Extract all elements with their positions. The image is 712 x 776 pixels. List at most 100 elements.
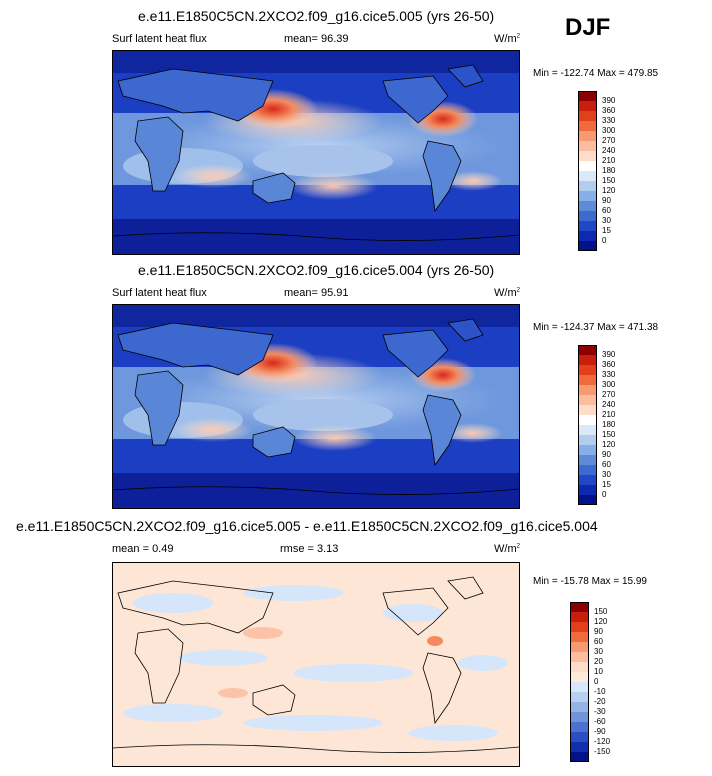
- colorbar-swatch: [570, 752, 589, 762]
- panel2-mean-value: 95.91: [321, 287, 349, 299]
- colorbar-swatch: [578, 485, 597, 495]
- panel2-max-value: 471.38: [627, 322, 659, 333]
- panel3-title: e.e11.E1850C5CN.2XCO2.f09_g16.cice5.005 …: [16, 518, 598, 534]
- panel1-min-value: -122.74: [560, 68, 595, 79]
- colorbar-label: 180: [602, 420, 616, 429]
- panel2-mean-label: mean=: [284, 287, 318, 299]
- panel3-mean-value: 0.49: [152, 543, 174, 555]
- panel1-variable-label: Surf latent heat flux: [112, 33, 207, 45]
- colorbar-swatch: [578, 181, 597, 191]
- colorbar-swatch: [578, 355, 597, 365]
- colorbar-label: 90: [594, 627, 603, 636]
- colorbar-swatch: [578, 131, 597, 141]
- colorbar-swatch: [578, 141, 597, 151]
- colorbar-swatch: [570, 642, 589, 652]
- colorbar-swatch: [578, 345, 597, 355]
- colorbar-swatch: [578, 91, 597, 101]
- panel3-max-value: 15.99: [621, 576, 647, 587]
- colorbar-swatch: [570, 652, 589, 662]
- panel3-min-value: -15.78: [560, 576, 589, 587]
- panel3-minmax: Min = -15.78 Max = 15.99: [533, 576, 647, 587]
- colorbar-swatch: [570, 622, 589, 632]
- panel3-mean-label: mean =: [112, 543, 149, 555]
- colorbar-swatch: [578, 435, 597, 445]
- colorbar-swatch: [570, 602, 589, 612]
- colorbar-label: 330: [602, 116, 616, 125]
- colorbar-swatch: [578, 161, 597, 171]
- colorbar-swatch: [578, 151, 597, 161]
- colorbar-label: 240: [602, 400, 616, 409]
- panel2-minmax: Min = -124.37 Max = 471.38: [533, 322, 659, 333]
- colorbar-label: 90: [602, 450, 611, 459]
- colorbar-label: 120: [602, 440, 616, 449]
- colorbar-label: 60: [602, 460, 611, 469]
- colorbar-swatch: [570, 612, 589, 622]
- panel1-mean-label: mean=: [284, 33, 318, 45]
- panel3-rmse-value: 3.13: [317, 543, 339, 555]
- colorbar-label: 15: [602, 226, 611, 235]
- colorbar-swatch: [570, 742, 589, 752]
- colorbar-label: 240: [602, 146, 616, 155]
- colorbar-label: 60: [594, 637, 603, 646]
- colorbar-label: 10: [594, 667, 603, 676]
- colorbar-label: -20: [594, 697, 606, 706]
- colorbar-label: 360: [602, 360, 616, 369]
- colorbar-swatch: [570, 692, 589, 702]
- colorbar-label: 210: [602, 156, 616, 165]
- colorbar-swatch: [578, 385, 597, 395]
- colorbar-label: 210: [602, 410, 616, 419]
- colorbar-label: 15: [602, 480, 611, 489]
- colorbar-label: 60: [602, 206, 611, 215]
- colorbar-label: 0: [602, 236, 607, 245]
- colorbar-swatch: [578, 201, 597, 211]
- colorbar-swatch: [578, 101, 597, 111]
- colorbar-label: 150: [602, 176, 616, 185]
- colorbar-swatch: [578, 395, 597, 405]
- colorbar-label: 330: [602, 370, 616, 379]
- colorbar-swatch: [578, 465, 597, 475]
- colorbar-label: 120: [602, 186, 616, 195]
- colorbar-label: 270: [602, 136, 616, 145]
- colorbar-swatch: [578, 111, 597, 121]
- colorbar-swatch: [578, 241, 597, 251]
- panel3-rmse-label: rmse =: [280, 543, 314, 555]
- panel3-colorbar: 150 120 90 60 30 20 10 0 -10 -20 -30 -60 -90 -120 -150: [570, 602, 630, 762]
- panel1-colorbar: 390 360 330 300 270 240 210 180 150 120 90 60 30 15 0: [578, 91, 638, 251]
- season-label: DJF: [565, 14, 611, 41]
- colorbar-swatch: [578, 231, 597, 241]
- colorbar-label: -90: [594, 727, 606, 736]
- colorbar-label: 20: [594, 657, 603, 666]
- colorbar-label: 30: [602, 216, 611, 225]
- colorbar-label: 30: [602, 470, 611, 479]
- panel1-minmax: Min = -122.74 Max = 479.85: [533, 68, 659, 79]
- colorbar-label: 390: [602, 96, 616, 105]
- panel3-mean: mean = 0.49: [112, 543, 173, 555]
- panel2-title: e.e11.E1850C5CN.2XCO2.f09_g16.cice5.004 …: [138, 262, 495, 278]
- colorbar-label: 0: [594, 677, 599, 686]
- panel2-colorbar: 390 360 330 300 270 240 210 180 150 120 90 60 30 15 0: [578, 345, 638, 505]
- colorbar-swatch: [578, 121, 597, 131]
- colorbar-swatch: [578, 425, 597, 435]
- colorbar-label: -10: [594, 687, 606, 696]
- colorbar-swatch: [578, 495, 597, 505]
- colorbar-swatch: [578, 455, 597, 465]
- panel2-mean: mean= 95.91: [284, 287, 349, 299]
- colorbar-label: 300: [602, 126, 616, 135]
- colorbar-label: 120: [594, 617, 608, 626]
- colorbar-label: -30: [594, 707, 606, 716]
- colorbar-label: 150: [594, 607, 608, 616]
- panel3-units: W/m2: [494, 543, 520, 555]
- colorbar-swatch: [578, 211, 597, 221]
- colorbar-label: 300: [602, 380, 616, 389]
- colorbar-label: 360: [602, 106, 616, 115]
- colorbar-swatch: [578, 475, 597, 485]
- panel1-title: e.e11.E1850C5CN.2XCO2.f09_g16.cice5.005 …: [138, 8, 495, 24]
- colorbar-swatch: [578, 375, 597, 385]
- colorbar-swatch: [578, 221, 597, 231]
- colorbar-label: 90: [602, 196, 611, 205]
- colorbar-label: -60: [594, 717, 606, 726]
- colorbar-label: 30: [594, 647, 603, 656]
- panel3-map: [112, 562, 520, 767]
- colorbar-swatch: [570, 732, 589, 742]
- panel1-map: [112, 50, 520, 255]
